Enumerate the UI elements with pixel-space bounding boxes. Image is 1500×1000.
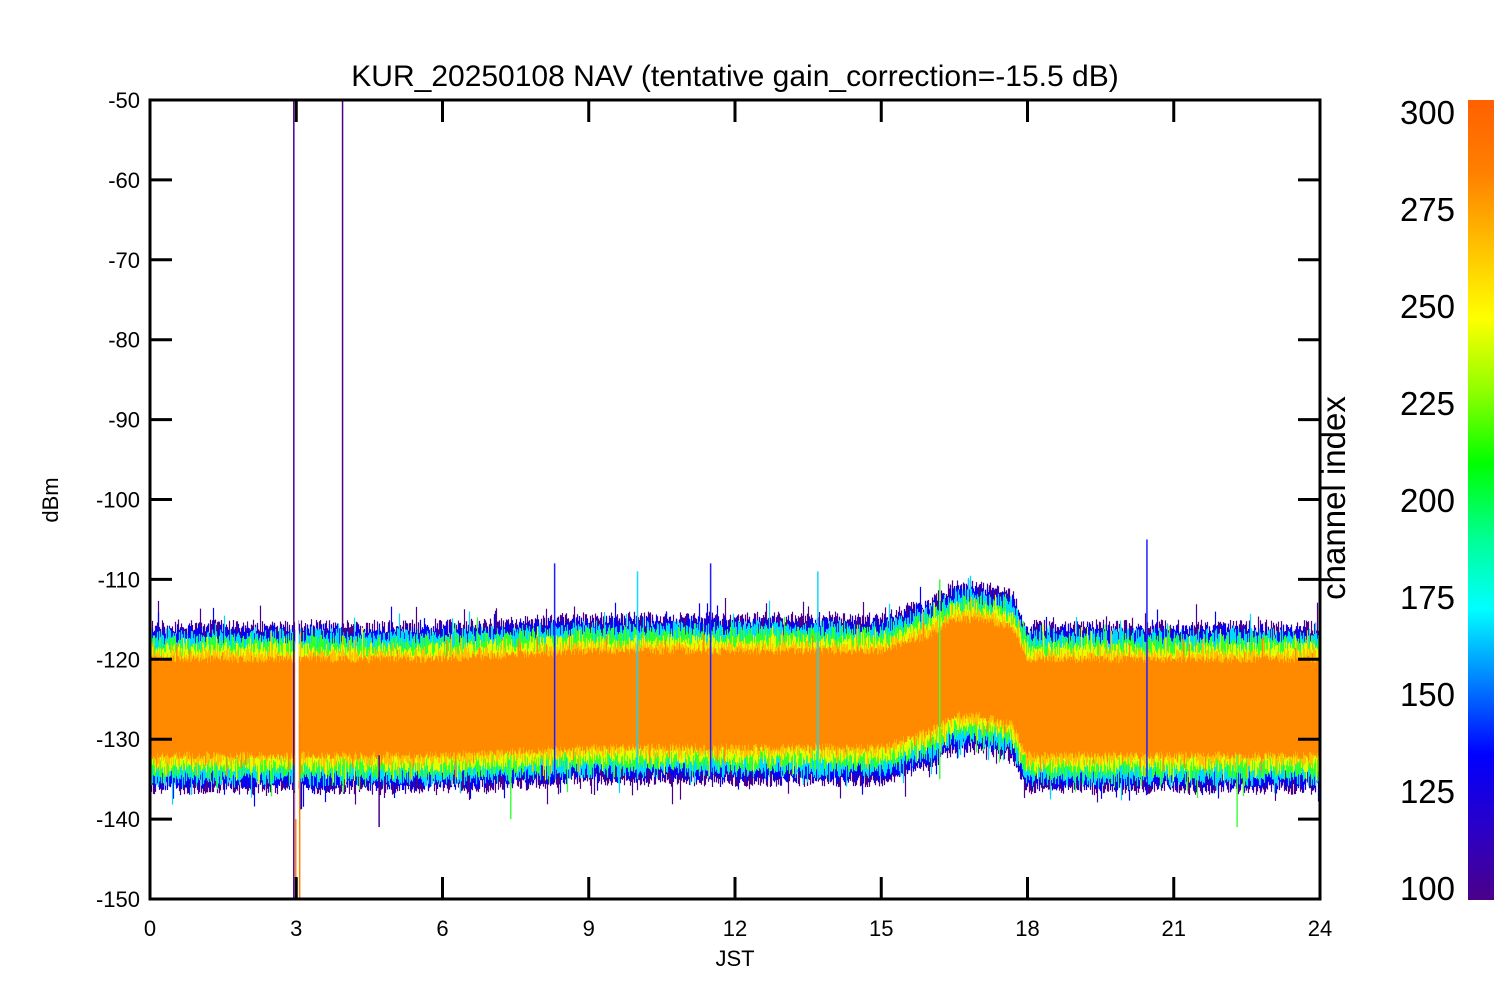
y-axis-ticks: -50 -60 -70 -80 -90 -100 -110 -120 -130 -140 -150 (96, 88, 1320, 912)
x-axis-label: JST (715, 946, 754, 971)
y-tick-label: -70 (108, 248, 140, 273)
y-tick-label: -110 (98, 567, 140, 592)
y-tick-label: -60 (108, 168, 140, 193)
x-axis-ticks: 0 3 6 9 12 15 18 21 24 (144, 100, 1332, 941)
colorbar-tick-label: 125 (1400, 773, 1455, 810)
y-tick-label: -100 (96, 488, 140, 513)
x-tick-label: 18 (1015, 916, 1039, 941)
colorbar-ticks: 300 275 250 225 200 175 150 125 100 (1400, 94, 1455, 907)
colorbar-tick-label: 150 (1400, 676, 1455, 713)
y-tick-label: -140 (96, 807, 140, 832)
data-band (151, 575, 1320, 810)
x-tick-label: 15 (869, 916, 893, 941)
y-axis-label: dBm (38, 477, 63, 522)
band-trace-ch300 (151, 615, 1320, 777)
x-tick-label: 9 (583, 916, 595, 941)
x-tick-label: 3 (290, 916, 302, 941)
x-tick-label: 12 (723, 916, 747, 941)
y-tick-label: -90 (108, 408, 140, 433)
colorbar-tick-label: 200 (1400, 482, 1455, 519)
x-tick-label: 21 (1162, 916, 1186, 941)
y-tick-label: -50 (108, 88, 140, 113)
spike-lines (293, 100, 1238, 899)
y-tick-label: -150 (96, 887, 140, 912)
data-gap-0 (295, 619, 299, 820)
colorbar: 300 275 250 225 200 175 150 125 100 channel inde… (1315, 94, 1494, 907)
plot-area (151, 100, 1320, 899)
colorbar-tick-label: 225 (1400, 385, 1455, 422)
colorbar-tick-label: 250 (1400, 288, 1455, 325)
data-gaps (295, 619, 299, 820)
x-tick-label: 24 (1308, 916, 1332, 941)
colorbar-label: channel index (1315, 396, 1352, 600)
colorbar-tick-label: 100 (1400, 870, 1455, 907)
colorbar-tick-label: 175 (1400, 579, 1455, 616)
y-tick-label: -120 (96, 647, 140, 672)
y-tick-label: -130 (96, 727, 140, 752)
colorbar-gradient (1468, 100, 1494, 900)
y-tick-label: -80 (108, 328, 140, 353)
x-tick-label: 0 (144, 916, 156, 941)
x-tick-label: 6 (436, 916, 448, 941)
chart-title: KUR_20250108 NAV (tentative gain_correct… (351, 60, 1118, 93)
colorbar-tick-label: 300 (1400, 94, 1455, 131)
colorbar-tick-label: 275 (1400, 191, 1455, 228)
